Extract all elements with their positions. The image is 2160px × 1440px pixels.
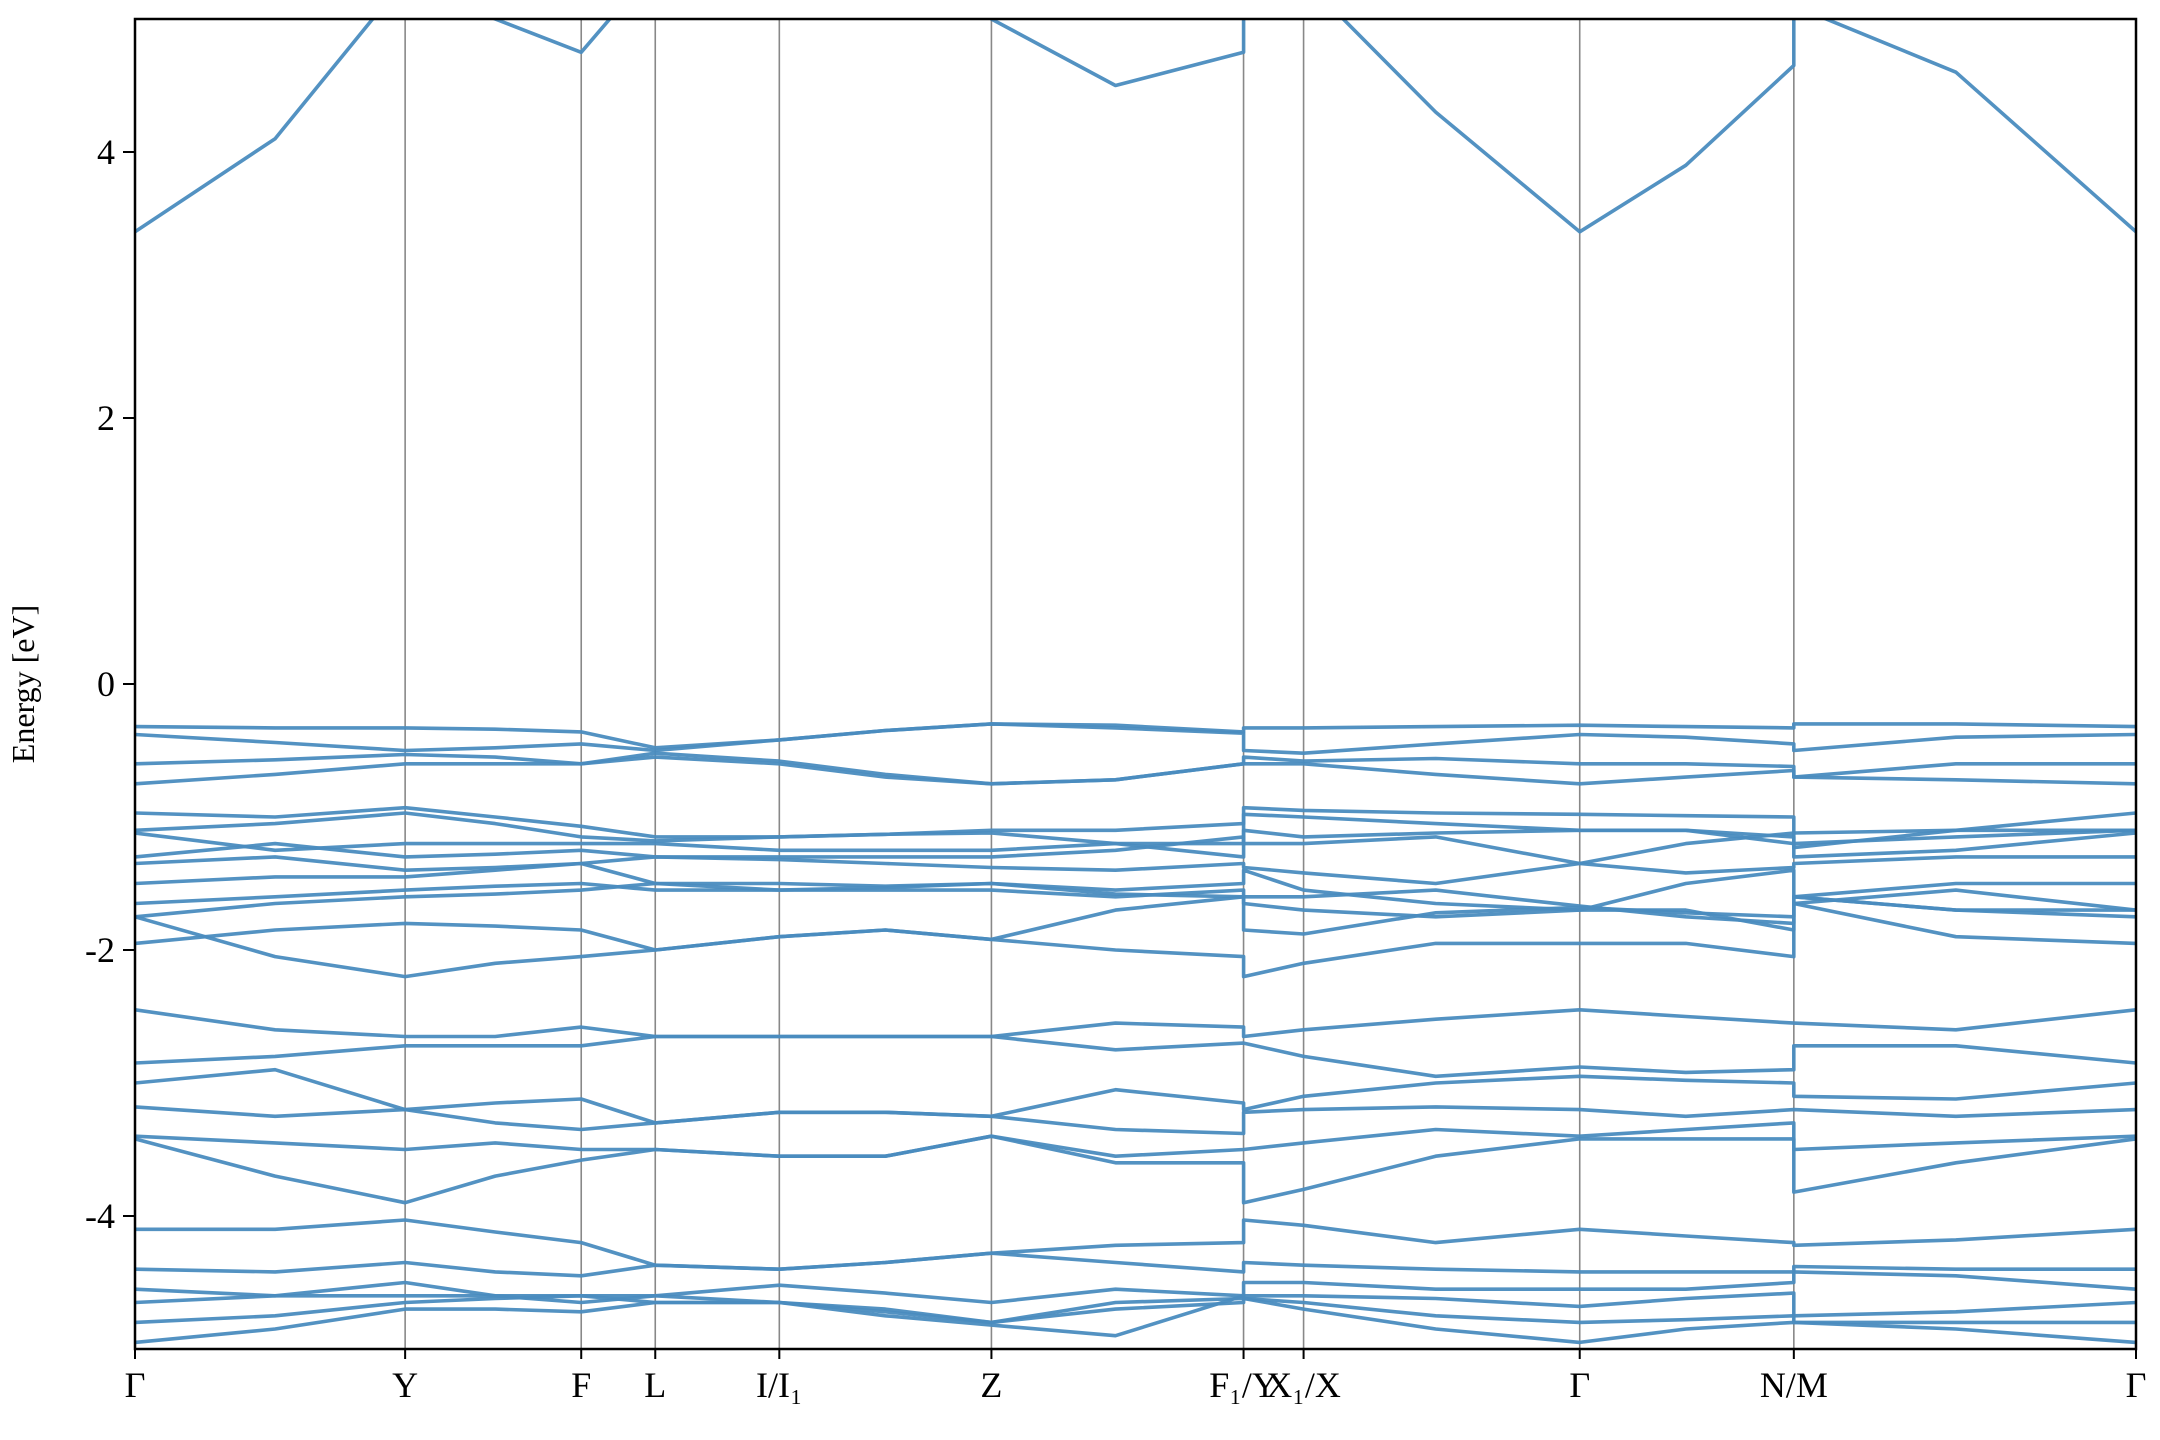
x-tick-label: Γ bbox=[125, 1365, 146, 1405]
y-tick-label: 0 bbox=[97, 664, 115, 704]
band bbox=[135, 1067, 2136, 1125]
band bbox=[135, 828, 2136, 866]
y-axis-label: Energy [eV] bbox=[5, 605, 41, 763]
x-tick-label: Γ bbox=[1569, 1365, 1590, 1405]
band bbox=[135, 895, 2136, 979]
band bbox=[135, 1218, 2136, 1271]
band bbox=[135, 722, 2136, 750]
axes: Γ Y F L I/I₁ Z F₁/YX₁/X Γ N/M Γ -4 -2 0 2 4 bbox=[85, 132, 2146, 1405]
band bbox=[135, 855, 2136, 886]
y-tick-label: 2 bbox=[97, 398, 115, 438]
bands bbox=[135, 19, 2136, 1345]
x-tick-label: N/M bbox=[1760, 1365, 1828, 1405]
band bbox=[135, 1034, 2136, 1079]
band bbox=[135, 805, 2136, 850]
x-tick-label: X₁/X bbox=[1266, 1365, 1341, 1405]
band bbox=[135, 1291, 2136, 1325]
band bbox=[135, 1121, 2136, 1158]
band bbox=[135, 19, 2136, 234]
x-tick-label: L bbox=[644, 1365, 666, 1405]
y-tick-label: -4 bbox=[85, 1196, 115, 1236]
y-tick-label: 4 bbox=[97, 132, 115, 172]
x-tick-label: Γ bbox=[2126, 1365, 2147, 1405]
band bbox=[135, 1134, 2136, 1205]
x-tick-label: Y bbox=[392, 1365, 418, 1405]
x-tick-label: Z bbox=[980, 1365, 1002, 1405]
band bbox=[135, 1105, 2136, 1136]
band bbox=[135, 755, 2136, 786]
band bbox=[135, 1251, 2136, 1278]
band bbox=[135, 881, 2136, 932]
x-tick-label: F bbox=[571, 1365, 591, 1405]
x-tick-label: I/I₁ bbox=[756, 1365, 803, 1405]
band bbox=[135, 722, 2136, 755]
x-tick-label: F₁/Y bbox=[1209, 1365, 1278, 1405]
band bbox=[135, 1294, 2136, 1345]
y-tick-label: -2 bbox=[85, 930, 115, 970]
band bbox=[135, 895, 2136, 952]
band bbox=[135, 1294, 2136, 1325]
band bbox=[135, 861, 2136, 912]
band bbox=[135, 1008, 2136, 1039]
